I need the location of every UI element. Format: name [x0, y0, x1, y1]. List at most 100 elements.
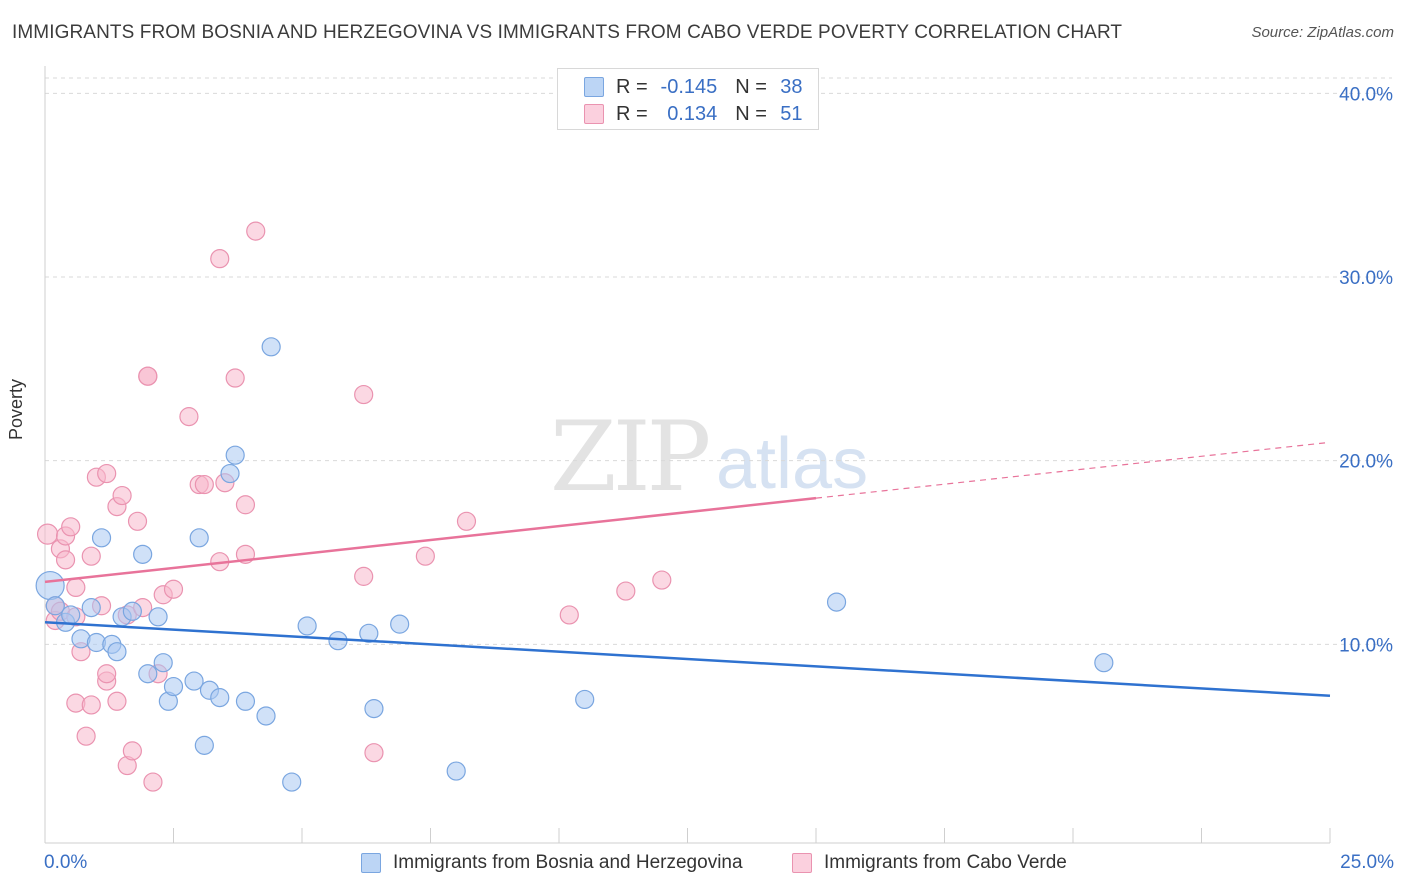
legend-n-label: N = [735, 75, 767, 98]
cabo-verde-points [36, 221, 672, 792]
bosnia-point [826, 592, 847, 612]
legend-row-bosnia: R = -0.145 N = 38 [584, 75, 803, 99]
cabo-verde-point [246, 221, 266, 241]
cabo-verde-point [179, 407, 199, 427]
bosnia-point [261, 337, 281, 357]
cabo-verde-point [456, 511, 477, 531]
cabo-verde-point [81, 546, 101, 566]
cabo-verde-point [559, 605, 579, 625]
bottom-swatch-blue [361, 853, 381, 873]
cabo-verde-point [55, 550, 76, 570]
legend-r-label: R = [616, 102, 648, 125]
cabo-verde-point [66, 577, 86, 598]
bosnia-point [91, 528, 112, 548]
cabo-verde-point [81, 695, 101, 715]
bosnia-point [235, 691, 256, 711]
bosnia-point [184, 671, 204, 691]
bosnia-point [163, 676, 184, 697]
cabo-verde-point [107, 691, 127, 711]
cabo-verde-point [225, 368, 245, 388]
cabo-verde-point [354, 384, 374, 405]
bosnia-point [61, 605, 81, 625]
bosnia-point [390, 614, 410, 634]
watermark: ZIP atlas [550, 401, 868, 513]
y-tick-label: 20.0% [1339, 452, 1393, 473]
cabo-verde-trend-line [44, 496, 817, 584]
cabo-verde-point [76, 726, 96, 746]
bottom-legend-cabo-verde: Immigrants from Cabo Verde [792, 852, 1067, 874]
y-tick-label: 30.0% [1339, 268, 1393, 289]
cabo-verde-point [143, 772, 163, 792]
legend-r-value: 0.134 [667, 102, 718, 125]
bosnia-point [297, 616, 317, 636]
source-label: Source: ZipAtlas.com [1251, 24, 1394, 41]
bosnia-point [122, 601, 142, 621]
bosnia-point [359, 623, 379, 643]
bosnia-point [107, 642, 127, 662]
cabo-verde-point [235, 495, 256, 515]
bottom-legend-bosnia: Immigrants from Bosnia and Herzegovina [361, 852, 743, 874]
cabo-verde-point [97, 664, 117, 684]
cabo-verde-point [354, 566, 374, 586]
y-tick-label: 40.0% [1339, 84, 1393, 105]
bosnia-points [35, 337, 1114, 792]
cabo-verde-point [210, 249, 230, 269]
bosnia-point [210, 688, 230, 708]
bosnia-point [194, 735, 214, 755]
legend-r-value: -0.145 [660, 75, 718, 98]
bosnia-point [45, 596, 65, 616]
legend-swatch-blue [584, 77, 604, 97]
bosnia-point [148, 607, 168, 627]
cabo-verde-point [194, 474, 214, 495]
cabo-verde-point [61, 517, 81, 537]
trend-lines [44, 441, 1331, 698]
cabo-verde-point [36, 523, 59, 545]
bosnia-point [328, 631, 348, 651]
bosnia-point [189, 528, 209, 548]
legend-r-label: R = [616, 75, 648, 98]
cabo-verde-point [415, 546, 435, 566]
stats-legend: R = -0.145 N = 38 R = 0.134 N = 51 [557, 68, 819, 130]
cabo-verde-trend-extension [815, 441, 1331, 499]
y-tick-label: 10.0% [1339, 635, 1393, 656]
bosnia-point [138, 664, 158, 684]
bosnia-point [153, 653, 173, 673]
watermark-atlas: atlas [716, 424, 868, 504]
axes [44, 66, 1331, 844]
x-tick-max: 25.0% [1340, 852, 1394, 873]
x-tick-min: 0.0% [44, 852, 88, 873]
y-axis-title: Poverty [6, 378, 26, 440]
legend-n-value: 51 [780, 102, 803, 125]
cabo-verde-point [97, 463, 117, 484]
y-tick-labels: 10.0% 20.0% 30.0% 40.0% [1339, 84, 1393, 656]
bosnia-point [256, 706, 276, 726]
cabo-verde-point [138, 366, 158, 386]
legend-n-label: N = [735, 102, 767, 125]
legend-row-cabo-verde: R = 0.134 N = 51 [584, 102, 803, 126]
bosnia-point [133, 544, 153, 564]
bosnia-point [446, 761, 466, 781]
bosnia-point [81, 598, 101, 618]
bottom-swatch-pink [792, 853, 812, 873]
bosnia-point [1094, 653, 1114, 673]
cabo-verde-point [127, 511, 148, 531]
bosnia-point [364, 699, 384, 719]
cabo-verde-point [112, 485, 132, 506]
bosnia-point [225, 445, 245, 465]
bosnia-point [575, 689, 595, 710]
legend-swatch-pink [584, 104, 604, 124]
bottom-legend-label: Immigrants from Cabo Verde [824, 852, 1067, 873]
bosnia-point [35, 570, 65, 601]
bosnia-point [282, 772, 302, 792]
watermark-zip: ZIP [550, 401, 709, 513]
cabo-verde-point [122, 741, 142, 761]
cabo-verde-point [163, 579, 184, 599]
bosnia-point [220, 463, 240, 484]
legend-n-value: 38 [780, 75, 803, 98]
cabo-verde-point [616, 581, 636, 601]
chart-title: IMMIGRANTS FROM BOSNIA AND HERZEGOVINA V… [12, 22, 1123, 43]
bosnia-trend-line [44, 621, 1331, 698]
cabo-verde-point [652, 570, 672, 590]
bottom-legend-label: Immigrants from Bosnia and Herzegovina [393, 852, 743, 873]
